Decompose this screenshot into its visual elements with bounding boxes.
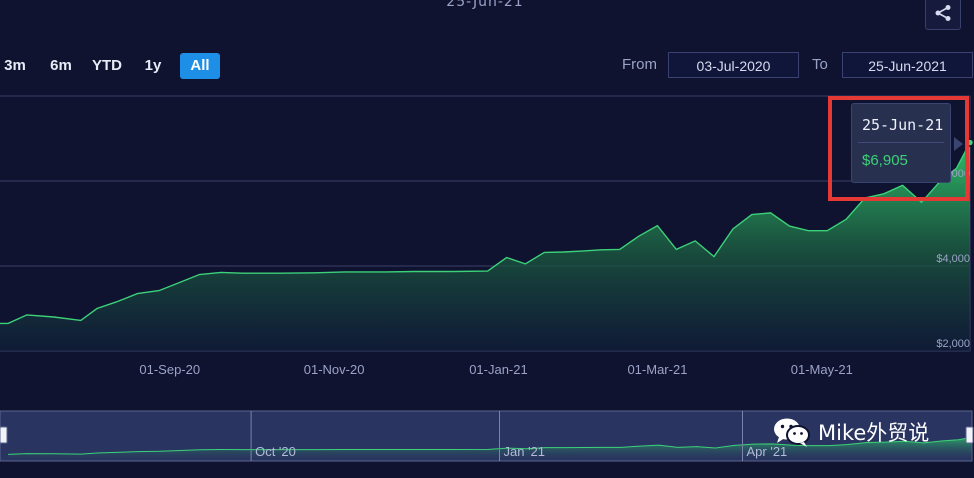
x-tick-label: 01-Mar-21: [627, 362, 687, 377]
chart-date-header: 25-Jun-21: [446, 0, 524, 10]
navigator-tick-label: Oct '20: [255, 444, 296, 459]
range-button-1y[interactable]: 1y: [144, 57, 162, 74]
x-tick-label: 01-Nov-20: [304, 362, 365, 377]
watermark-text: Mike外贸说: [818, 421, 930, 445]
range-button-3m[interactable]: 3m: [4, 57, 26, 74]
area-fill: [0, 142, 970, 351]
navigator-handle-left[interactable]: [0, 426, 8, 444]
x-tick-label: 01-Sep-20: [139, 362, 200, 377]
from-label: From: [622, 56, 657, 73]
navigator-handle-right[interactable]: [965, 426, 974, 444]
navigator-area: [8, 437, 973, 460]
x-tick-label: 01-May-21: [791, 362, 853, 377]
share-icon: [935, 5, 951, 21]
tooltip-date: 25-Jun-21: [862, 116, 944, 134]
price-area: [0, 142, 971, 351]
y-tick-label: $2,000: [936, 338, 970, 350]
to-label: To: [812, 56, 828, 73]
x-tick-label: 01-Jan-21: [469, 362, 528, 377]
y-tick-label: $4,000: [936, 253, 970, 265]
tooltip-pointer: [954, 137, 963, 151]
to-date-input[interactable]: 25-Jun-2021: [842, 52, 973, 78]
navigator-tick-label: Apr '21: [747, 444, 788, 459]
watermark: Mike外贸说: [772, 416, 929, 448]
share-button[interactable]: [925, 0, 961, 30]
x-axis-labels: 01-Sep-20 01-Nov-20 01-Jan-21 01-Mar-21 01-M…: [139, 362, 852, 377]
highlight-box: [828, 96, 969, 201]
range-button-all[interactable]: All: [180, 53, 220, 79]
navigator-tick-label: Jan '21: [504, 444, 546, 459]
from-date-input[interactable]: 03-Jul-2020: [668, 52, 799, 78]
tooltip: 25-Jun-21 $6,905: [851, 103, 951, 183]
tooltip-value: $6,905: [862, 152, 908, 169]
range-button-6m[interactable]: 6m: [50, 57, 72, 74]
navigator-line: [8, 436, 973, 455]
range-button-ytd[interactable]: YTD: [92, 57, 122, 74]
price-line: [0, 142, 971, 325]
navigator: Oct '20 Jan '21 Apr '21: [0, 410, 974, 462]
wechat-icon: [774, 418, 810, 447]
tooltip-divider: [858, 142, 944, 143]
